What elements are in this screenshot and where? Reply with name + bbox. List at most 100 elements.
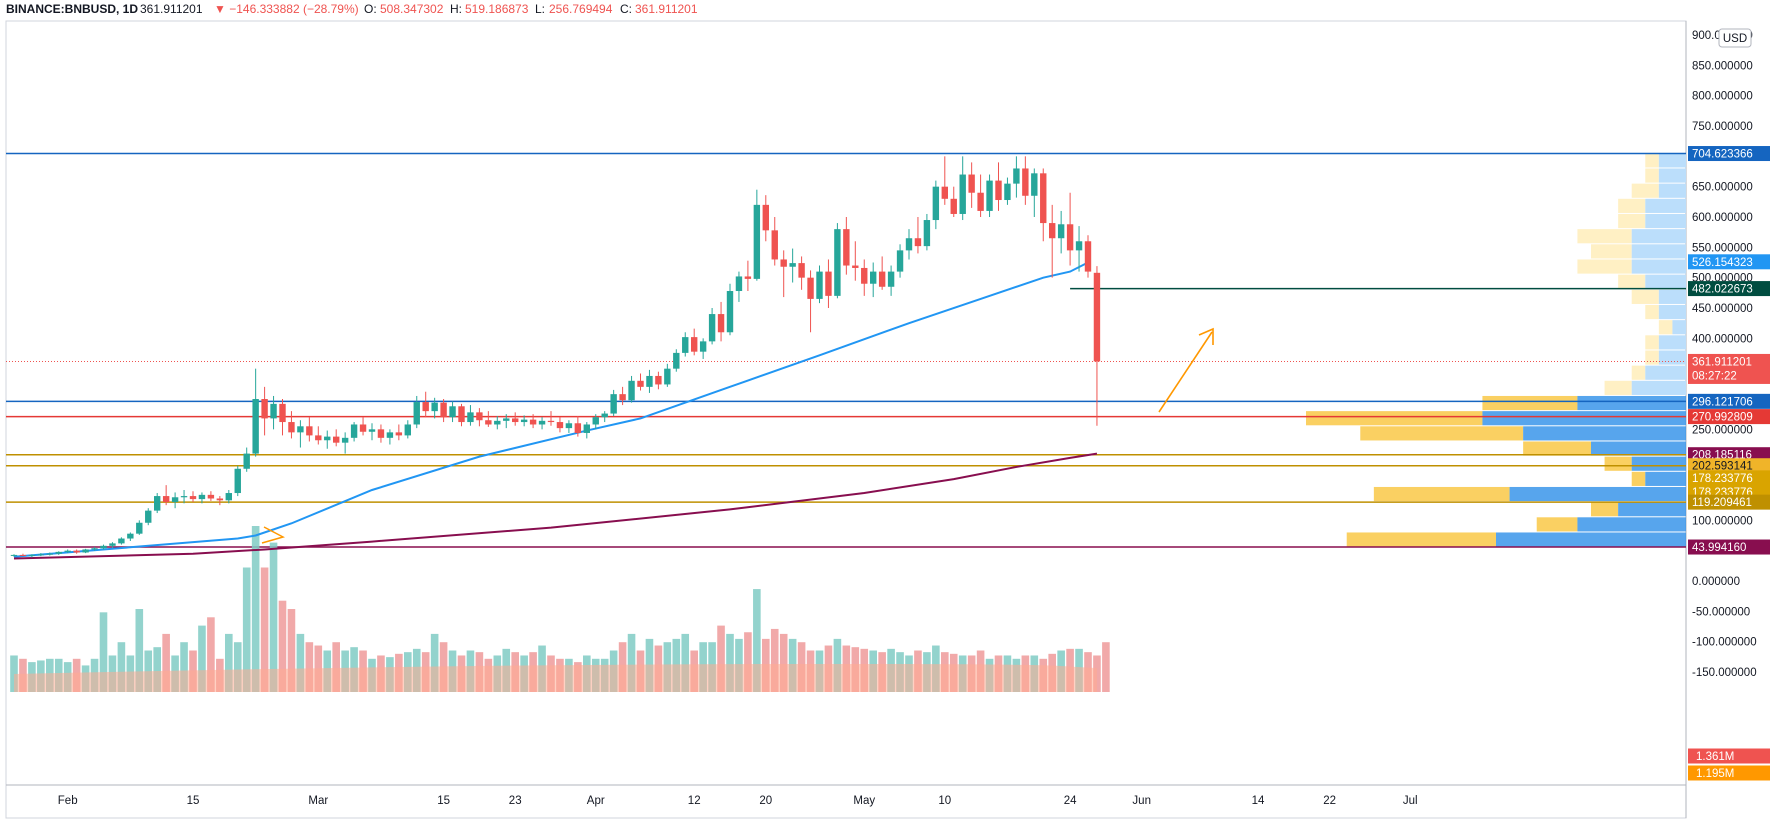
candle-body [950, 198, 957, 214]
volume-profile-up-15 [1631, 380, 1686, 395]
arrow-up-line[interactable] [1158, 331, 1213, 413]
price-tag-box[interactable] [1688, 494, 1770, 510]
candle [995, 162, 1002, 211]
volume-profile-down-15 [1604, 380, 1632, 395]
candle [37, 553, 45, 557]
volume-bar [251, 526, 260, 692]
candle [941, 156, 948, 205]
price-tag-box[interactable] [1688, 470, 1770, 486]
price-tag-box[interactable] [1688, 281, 1770, 297]
candle-body [64, 550, 71, 552]
volume-profile-down-24 [1536, 517, 1578, 532]
candle-body [377, 429, 385, 438]
candle [413, 395, 420, 429]
candle-body [673, 352, 680, 369]
price-tag[interactable]: 270.992809 [1688, 409, 1770, 425]
price-tag[interactable]: 119.209461 [1688, 494, 1770, 510]
candle [1013, 156, 1020, 198]
y-tick-label: 750.000000 [1692, 121, 1753, 133]
x-tick-label: 23 [509, 795, 522, 807]
candle [145, 508, 152, 526]
candle [73, 549, 80, 554]
price-tag-box[interactable] [1688, 409, 1770, 425]
price-tag-box[interactable] [1688, 146, 1770, 162]
price-tag-box[interactable] [1688, 353, 1770, 384]
candle [1049, 204, 1056, 278]
candle [404, 420, 411, 439]
candle-body [368, 429, 376, 432]
candle [162, 485, 170, 506]
volume-bar [207, 617, 215, 692]
price-tag[interactable]: 526.154323 [1688, 254, 1770, 270]
volume-tag-label: 1.195M [1696, 768, 1734, 780]
price-tag-box[interactable] [1688, 458, 1770, 474]
candle [538, 417, 546, 430]
time-axis[interactable]: Feb 15 Mar 15 23 Apr 12 20 May 10 24 Jun 14 22 Jul [58, 795, 1418, 807]
open-value: 508.347302 [380, 2, 444, 16]
price-tag-box[interactable] [1688, 393, 1770, 409]
price-tag[interactable]: 202.593141 [1688, 458, 1770, 474]
candle [503, 414, 510, 429]
price-tag[interactable]: 43.994160 [1688, 539, 1770, 555]
arrow-right-icon[interactable] [261, 526, 286, 544]
annotation-arrows[interactable] [261, 327, 1214, 544]
price-tag[interactable]: 296.121706 [1688, 393, 1770, 409]
close-label: C: [620, 2, 632, 16]
candle-body [225, 493, 232, 501]
price-tag-box[interactable] [1688, 539, 1770, 555]
candle-body [100, 545, 107, 549]
candle [968, 162, 975, 208]
candle-body [1057, 224, 1065, 239]
candle [368, 423, 376, 441]
price-tag[interactable]: 178.233776 [1688, 470, 1770, 486]
volume-bar [744, 632, 752, 692]
volume-bar [287, 609, 296, 692]
candle [377, 424, 385, 443]
volume-bar [296, 633, 305, 692]
candle [610, 389, 617, 416]
y-tick-label: 850.000000 [1692, 60, 1753, 72]
candle-body [91, 548, 98, 550]
price-tag[interactable]: 361.911201 08:27:22 [1688, 353, 1770, 384]
candle [458, 403, 465, 427]
candle-body [1013, 168, 1020, 184]
candle-body [162, 496, 170, 503]
low-label: L: [535, 2, 545, 16]
x-tick-label: 12 [688, 795, 701, 807]
currency-badge[interactable]: USD [1718, 28, 1752, 48]
volume-profile-down-18 [1360, 426, 1524, 441]
candle [878, 256, 886, 290]
volume-profile-down-16 [1482, 395, 1578, 411]
volume-profile-down-11 [1658, 320, 1673, 335]
candle [816, 265, 823, 304]
candle [279, 399, 286, 436]
candle-body [941, 186, 948, 199]
volume-profile-up-18 [1523, 426, 1686, 441]
arrow-up-icon[interactable] [1198, 327, 1214, 345]
x-tick-label: 14 [1252, 795, 1265, 807]
candle-body [82, 549, 89, 553]
candle [547, 411, 555, 426]
countdown-label: 08:27:22 [1692, 370, 1737, 382]
price-tag[interactable]: 482.022673 [1688, 281, 1770, 297]
candle [673, 349, 680, 372]
candle-body [207, 494, 215, 499]
price-tag-label: 202.593141 [1692, 461, 1753, 473]
candle-body [905, 238, 913, 251]
y-tick-label: -50.000000 [1692, 606, 1750, 618]
price-tag-label: 270.992809 [1692, 412, 1753, 424]
candle [932, 180, 940, 230]
candle [959, 156, 966, 221]
price-tag[interactable]: 704.623366 [1688, 146, 1770, 162]
candle-body [37, 554, 45, 556]
volume-profile-down-13 [1645, 350, 1659, 365]
currency-badge-box[interactable] [1718, 28, 1752, 48]
volume-profile-up-3 [1645, 198, 1686, 213]
candle-body [771, 230, 778, 260]
price-tag-box[interactable] [1688, 254, 1770, 270]
candle-body [216, 498, 224, 501]
price-tag-label: 526.154323 [1692, 257, 1753, 269]
candle [807, 270, 814, 333]
candle-body [914, 238, 922, 247]
